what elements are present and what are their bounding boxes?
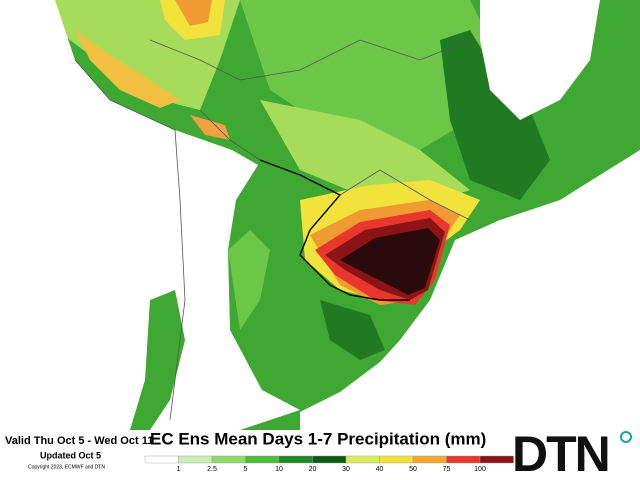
- legend-swatch: [144, 455, 179, 464]
- legend-label: 10: [275, 466, 283, 473]
- legend-swatch: [278, 455, 313, 464]
- legend-swatch: [312, 455, 347, 464]
- legend-label: 100: [474, 466, 486, 473]
- legend-swatch: [211, 455, 246, 464]
- dry-west: [0, 0, 300, 430]
- legend-swatch: [245, 455, 280, 464]
- orange-patch: [175, 0, 212, 26]
- andes-orange: [190, 115, 230, 140]
- updated-text: Updated Oct 5: [40, 450, 101, 460]
- dry-northeast: [480, 0, 600, 120]
- legend-label: 2.5: [207, 466, 217, 473]
- border-line: [299, 254, 410, 301]
- legend-label: 40: [376, 466, 384, 473]
- valid-text: Valid Thu Oct 5 - Wed Oct 11: [5, 435, 153, 447]
- legend-label: 50: [409, 466, 417, 473]
- border-line: [149, 39, 471, 81]
- border-line: [339, 169, 471, 221]
- map-area: [0, 0, 640, 430]
- legend-swatch: [412, 455, 447, 464]
- legend-label: 5: [244, 466, 248, 473]
- andes-yellow: [75, 30, 180, 108]
- argentina-green: [228, 230, 270, 330]
- chile-strip: [130, 290, 185, 430]
- legend-label: 75: [443, 466, 451, 473]
- dark-green-uruguay: [320, 300, 385, 360]
- legend-swatch: [345, 455, 380, 464]
- legend-swatch: [178, 455, 213, 464]
- ocean-east: [300, 150, 640, 430]
- black-core: [340, 228, 440, 295]
- legend-swatch: [479, 455, 514, 464]
- legend-label: 30: [342, 466, 350, 473]
- footer-bg: [0, 430, 640, 480]
- copyright-text: Copyright 2023, ECMWF and DTN: [28, 464, 105, 470]
- coastline: [74, 59, 186, 421]
- legend-swatch: [446, 455, 481, 464]
- legend-swatch: [379, 455, 414, 464]
- dark-green-patch: [440, 30, 550, 200]
- logo: DTN: [512, 426, 609, 480]
- legend-label: 1: [177, 466, 181, 473]
- map-title: EC Ens Mean Days 1-7 Precipitation (mm): [150, 429, 486, 448]
- border-line: [199, 109, 261, 161]
- logo-dot: [620, 431, 632, 443]
- pale-zone: [260, 100, 470, 200]
- legend-label: 20: [309, 466, 317, 473]
- legend: 1 2.5 5 10 20 30 40 50 75 100: [144, 455, 514, 473]
